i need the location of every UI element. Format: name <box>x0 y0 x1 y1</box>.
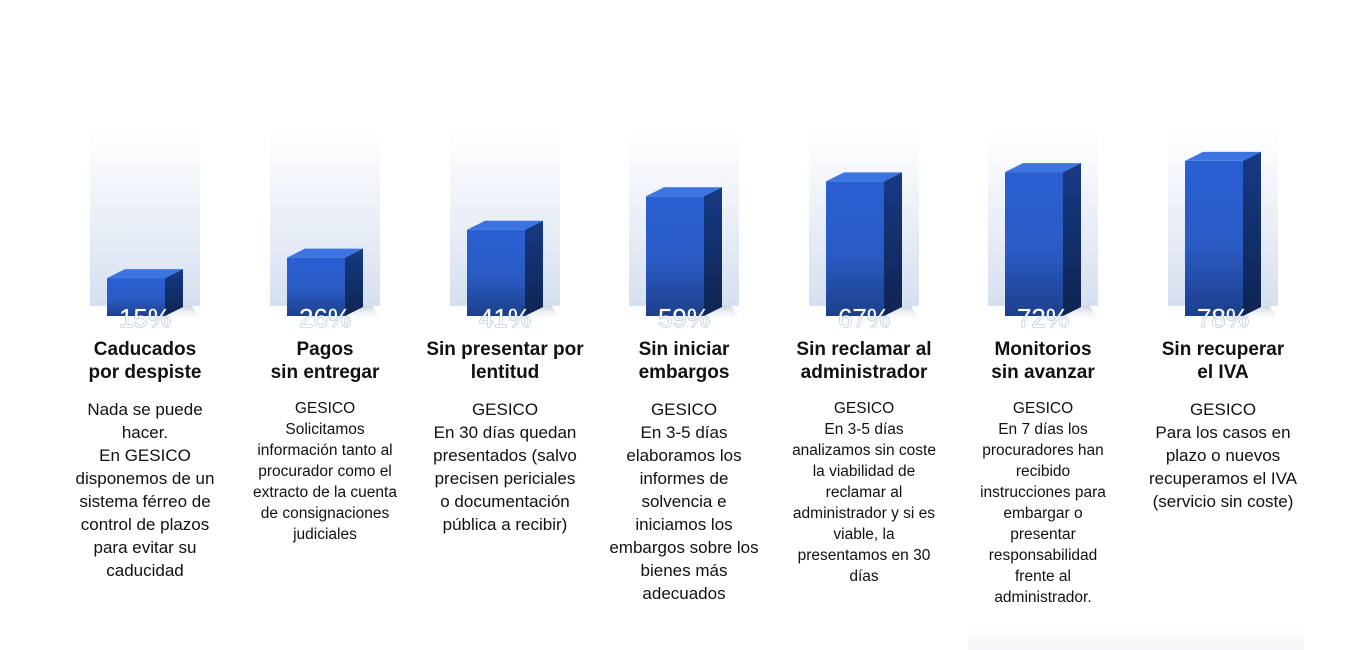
category-title: Pagos sin entregar <box>270 339 380 383</box>
category-description: GESICO Para los casos en plazo o nuevos … <box>1148 400 1298 511</box>
bar-top <box>1005 163 1081 173</box>
bar-side <box>704 187 722 316</box>
bar <box>646 196 704 316</box>
category-title: Sin reclamar al administrador <box>796 339 932 383</box>
category-column: Monitorios sin avanzar GESICO En 7 días l… <box>953 338 1133 608</box>
category-description: GESICO En 3-5 días elaboramos los inform… <box>609 400 759 603</box>
bar-top <box>826 172 902 182</box>
bar <box>287 257 345 316</box>
category-title: Sin recuperar el IVA <box>1161 339 1285 383</box>
bar-value-label: 59% <box>658 303 710 333</box>
bar <box>107 278 165 316</box>
category-column: Pagos sin entregar GESICO Solicitamos inf… <box>235 338 415 545</box>
bottom-fade <box>968 620 1304 650</box>
bar-value-label: 15% <box>119 303 171 333</box>
category-title: Sin iniciar embargos <box>638 339 730 383</box>
bar-side <box>345 248 363 316</box>
bar-side <box>525 220 543 316</box>
category-column: Caducados por despiste Nada se puede hace… <box>55 338 235 582</box>
bar-side <box>165 269 183 316</box>
category-description: Nada se puede hacer. En GESICO disponemo… <box>75 400 215 580</box>
category-column: Sin recuperar el IVA GESICO Para los caso… <box>1133 338 1313 513</box>
category-description: GESICO En 30 días quedan presentados (sa… <box>433 400 577 534</box>
category-title: Sin presentar por lentitud <box>426 339 584 383</box>
category-title: Caducados por despiste <box>88 339 202 383</box>
bar-top <box>1185 151 1261 161</box>
bar <box>467 229 525 316</box>
bar-value-label: 67% <box>838 303 890 333</box>
bar-side <box>1063 163 1081 316</box>
bar-side <box>884 172 902 316</box>
category-description: GESICO En 3-5 días analizamos sin coste … <box>792 400 936 585</box>
category-column: Sin iniciar embargos GESICO En 3-5 días e… <box>594 338 774 605</box>
bar-value-label: 78% <box>1197 303 1249 333</box>
category-column: Sin presentar por lentitud GESICO En 30 d… <box>415 338 595 536</box>
category-column: Sin reclamar al administrador GESICO En 3… <box>774 338 954 587</box>
bar-top <box>107 269 183 279</box>
bar-value-label: 26% <box>299 303 351 333</box>
category-title: Monitorios sin avanzar <box>991 339 1095 383</box>
bar <box>1185 160 1243 316</box>
bar-value-label: 41% <box>479 303 531 333</box>
bar-top <box>646 187 722 197</box>
bar-value-label: 72% <box>1017 303 1069 333</box>
bar <box>1005 172 1063 316</box>
category-description: GESICO En 7 días los procuradores han re… <box>980 400 1106 606</box>
bar-side <box>1243 151 1261 316</box>
bar <box>826 181 884 316</box>
bar-top <box>467 220 543 230</box>
bar-top <box>287 248 363 258</box>
category-description: GESICO Solicitamos información tanto al … <box>253 400 397 543</box>
